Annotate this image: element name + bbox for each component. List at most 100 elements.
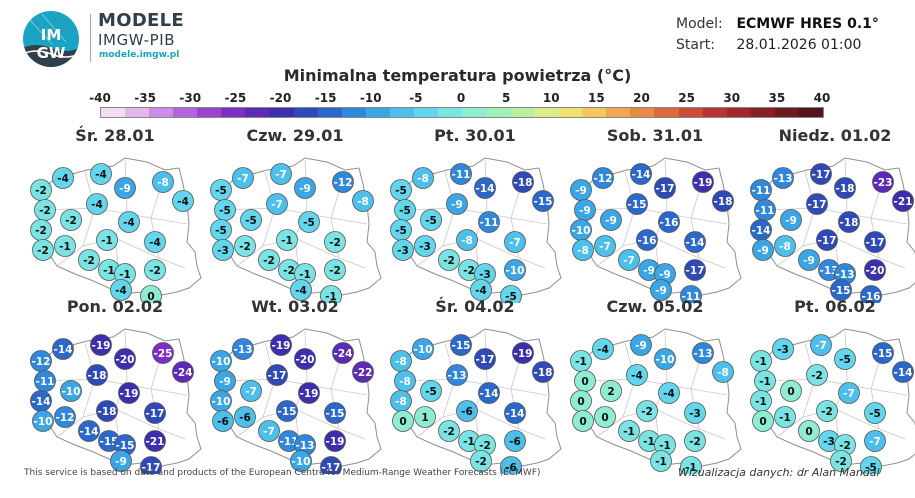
station-temperature: -14 — [686, 237, 705, 249]
legend-color-step — [365, 108, 390, 117]
station-circle — [504, 430, 526, 452]
station-marker: -8 — [390, 390, 412, 412]
legend-tick-label: -5 — [409, 91, 423, 105]
station-circle — [630, 163, 652, 185]
station-circle — [532, 361, 554, 383]
station-marker: -1 — [754, 370, 776, 392]
station-marker: -4 — [172, 190, 194, 212]
station-circle — [446, 193, 468, 215]
station-circle — [860, 285, 882, 303]
station-temperature: -7 — [275, 169, 287, 181]
station-marker: -2 — [636, 400, 658, 422]
station-marker: -6 — [456, 400, 478, 422]
legend-color-step — [486, 108, 511, 117]
station-marker: -9 — [446, 193, 468, 215]
station-marker: -15 — [276, 400, 298, 422]
legend-tick-label: -15 — [314, 91, 337, 105]
station-marker: -10 — [32, 410, 54, 432]
station-circle — [258, 249, 280, 271]
station-marker: -10 — [210, 390, 232, 412]
station-temperature: -2 — [835, 456, 847, 468]
station-marker: -4 — [118, 211, 140, 233]
station-temperature: -17 — [268, 370, 287, 382]
station-marker: -15 — [830, 279, 852, 301]
station-temperature: -19 — [694, 177, 713, 189]
station-marker: -23 — [872, 171, 894, 193]
station-circle — [52, 338, 74, 360]
legend-color-step — [413, 108, 438, 117]
station-temperature: -6 — [509, 436, 521, 448]
logo-text-top: IM — [41, 26, 62, 44]
station-temperature: -5 — [219, 205, 231, 217]
station-marker: -12 — [592, 167, 614, 189]
station-temperature: -17 — [686, 265, 705, 277]
station-temperature: -18 — [514, 177, 533, 189]
station-marker: -17 — [654, 177, 676, 199]
legend-tick-label: 0 — [456, 91, 466, 105]
station-temperature: -11 — [756, 205, 775, 217]
station-temperature: -6 — [217, 416, 229, 428]
station-temperature: -19 — [92, 340, 111, 352]
station-circle — [266, 364, 288, 386]
station-temperature: -10 — [34, 416, 53, 428]
station-circle — [212, 239, 234, 261]
station-temperature: -5 — [425, 215, 437, 227]
station-circle — [144, 402, 166, 424]
station-circle — [32, 410, 54, 432]
station-marker: -19 — [118, 382, 140, 404]
station-circle — [504, 402, 526, 424]
station-marker: 0 — [392, 410, 414, 432]
station-circle — [684, 430, 706, 452]
station-temperature: -1 — [299, 269, 311, 281]
station-marker: -11 — [680, 285, 702, 303]
station-circle — [144, 231, 166, 253]
station-marker: -1 — [750, 390, 772, 412]
station-marker: -7 — [838, 382, 860, 404]
station-marker: -14 — [52, 338, 74, 360]
station-temperature: -4 — [631, 370, 643, 382]
station-marker: -5 — [210, 179, 232, 201]
station-marker: -20 — [294, 348, 316, 370]
model-value: ECMWF HRES 0.1° — [736, 16, 879, 32]
station-marker: -10 — [290, 450, 312, 472]
station-marker: -21 — [892, 190, 914, 212]
station-marker: -7 — [232, 167, 254, 189]
station-marker: -24 — [172, 361, 194, 383]
station-temperature: -2 — [35, 225, 47, 237]
station-temperature: -7 — [263, 426, 275, 438]
station-temperature: -10 — [212, 356, 231, 368]
station-marker: -10 — [210, 350, 232, 372]
legend-color-step — [798, 108, 823, 117]
station-temperature: -16 — [660, 217, 679, 229]
station-marker: -4 — [626, 364, 648, 386]
station-temperature: 0 — [579, 416, 586, 428]
station-temperature: -2 — [443, 255, 455, 267]
station-temperature: -10 — [572, 225, 591, 237]
poland-map: -4 -4-8-2 -9-4-2 -4-2-2-2-4-1 -1 -4-2-1 -1 -20-… — [30, 157, 202, 303]
station-temperature: -15 — [628, 199, 647, 211]
station-circle — [860, 456, 882, 474]
station-marker: -9 — [114, 177, 136, 199]
station-marker: 0 — [752, 410, 774, 432]
station-temperature: -1 — [281, 235, 293, 247]
station-temperature: -8 — [157, 177, 169, 189]
panel-day-label: Czw. 29.01 — [246, 126, 344, 145]
station-marker: -13 — [446, 364, 468, 386]
station-circle — [680, 285, 702, 303]
station-temperature: -4 — [475, 285, 487, 297]
station-circle — [298, 382, 320, 404]
station-marker: -8 — [390, 350, 412, 372]
station-marker: -17 — [816, 229, 838, 251]
legend-color-step — [173, 108, 198, 117]
station-marker: -19 — [512, 342, 534, 364]
station-temperature: -24 — [174, 367, 193, 379]
station-temperature: -1 — [463, 436, 475, 448]
station-temperature: -3 — [777, 344, 789, 356]
poland-map: -12 -14-19-9 -17-18-9 -15-10-9-8-16-7 -16 -14… — [570, 157, 742, 303]
station-marker: -1 — [96, 229, 118, 251]
station-marker: -5 — [864, 402, 886, 424]
brand-url-link[interactable]: modele.imgw.pl — [99, 50, 180, 60]
station-marker: -5 — [420, 209, 442, 231]
station-circle — [412, 167, 434, 189]
station-circle — [78, 249, 100, 271]
